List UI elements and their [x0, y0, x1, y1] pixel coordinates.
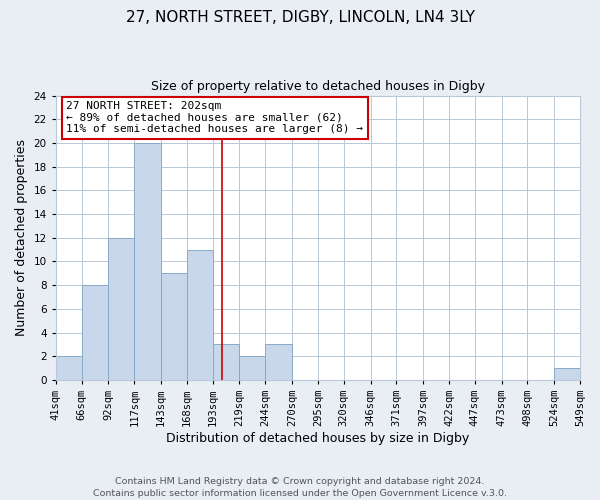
Bar	[212, 344, 239, 380]
Bar	[82, 285, 109, 380]
Bar	[56, 356, 82, 380]
Text: 27, NORTH STREET, DIGBY, LINCOLN, LN4 3LY: 27, NORTH STREET, DIGBY, LINCOLN, LN4 3L…	[125, 10, 475, 25]
Bar	[134, 143, 161, 380]
Text: 27 NORTH STREET: 202sqm
← 89% of detached houses are smaller (62)
11% of semi-de: 27 NORTH STREET: 202sqm ← 89% of detache…	[67, 101, 364, 134]
Bar	[161, 274, 187, 380]
Bar	[239, 356, 265, 380]
Bar	[109, 238, 134, 380]
Bar	[187, 250, 212, 380]
Title: Size of property relative to detached houses in Digby: Size of property relative to detached ho…	[151, 80, 485, 93]
Bar	[265, 344, 292, 380]
X-axis label: Distribution of detached houses by size in Digby: Distribution of detached houses by size …	[166, 432, 470, 445]
Bar	[554, 368, 580, 380]
Text: Contains HM Land Registry data © Crown copyright and database right 2024.
Contai: Contains HM Land Registry data © Crown c…	[93, 476, 507, 498]
Y-axis label: Number of detached properties: Number of detached properties	[15, 139, 28, 336]
